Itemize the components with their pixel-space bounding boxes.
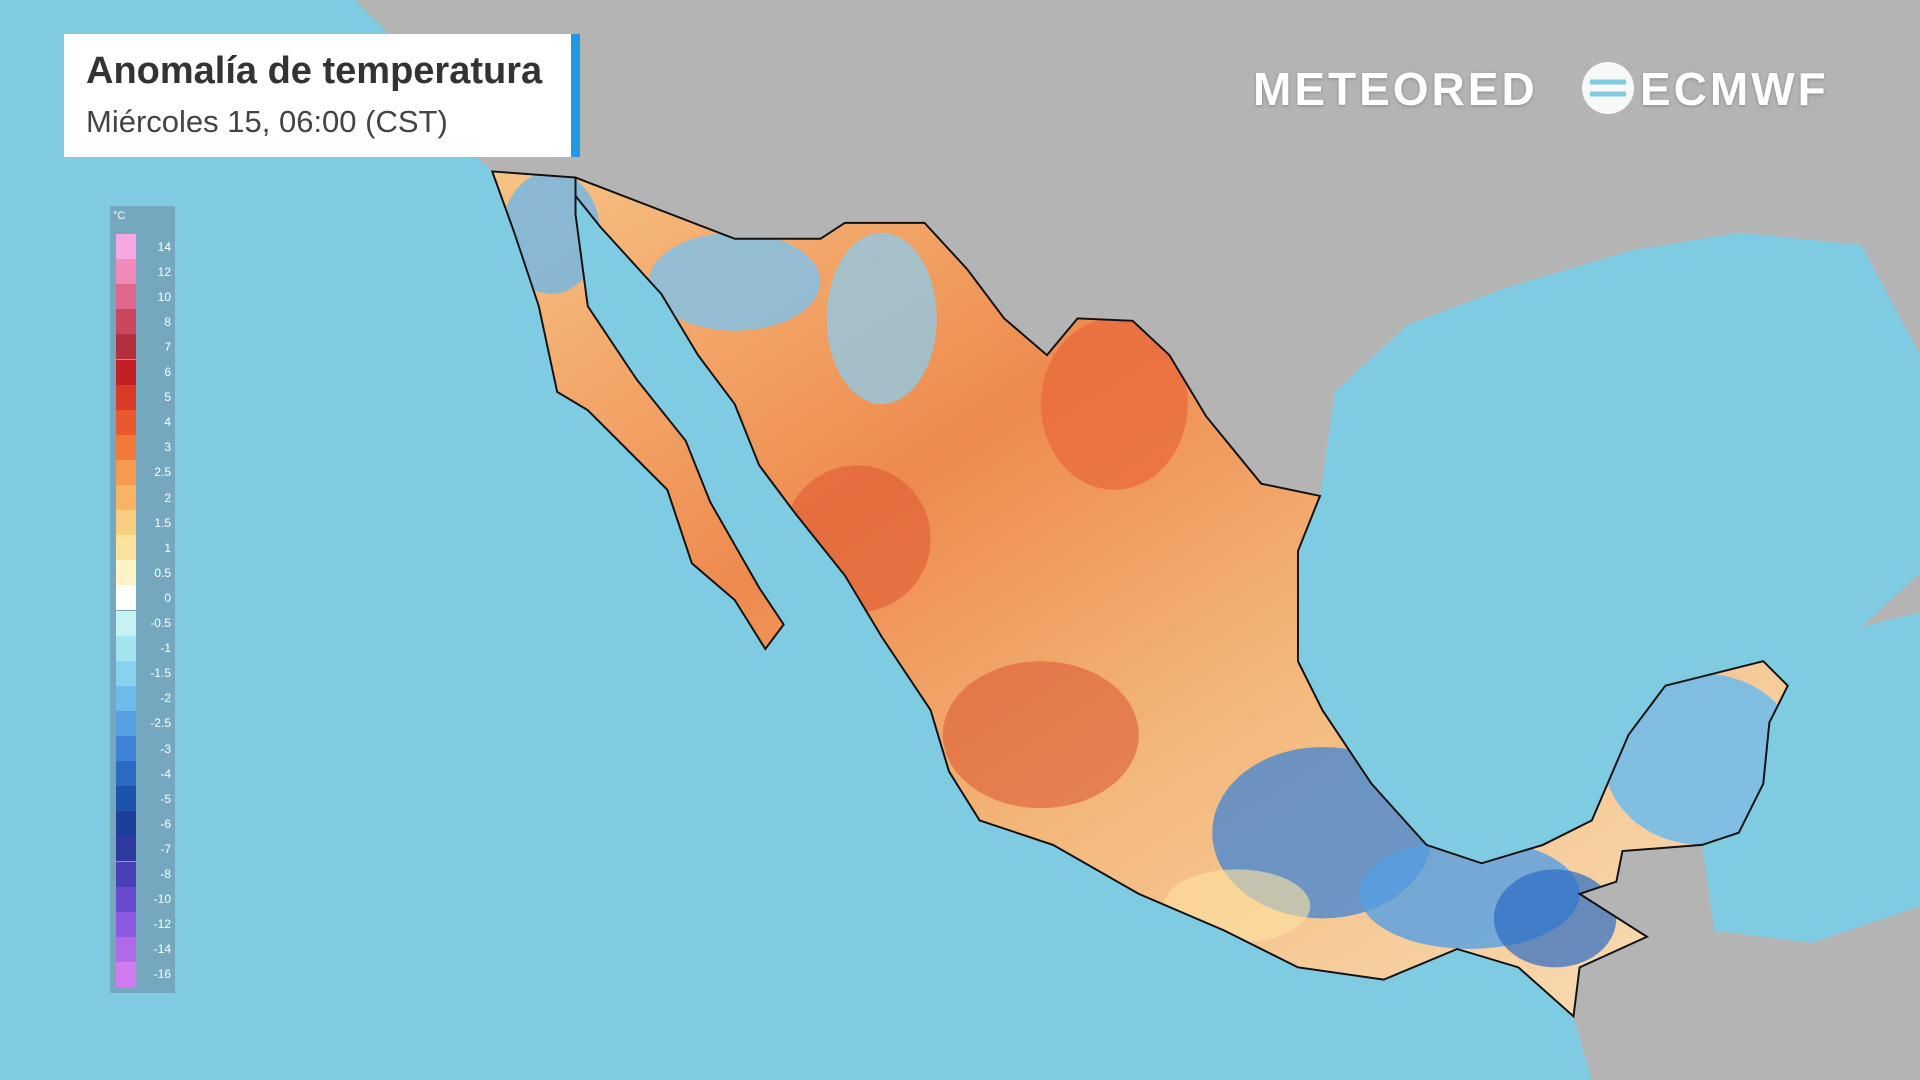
legend-swatch [116,936,136,962]
legend-swatch [116,284,136,310]
subtitle: Miércoles 15, 06:00 (CST) [86,104,448,139]
legend-unit: °C [113,210,126,222]
legend-label: -1 [160,641,171,656]
legend-label: 0 [164,590,171,605]
legend-label: 4 [164,415,171,430]
legend-swatch [116,761,136,787]
legend-swatch [116,535,136,561]
legend-swatch [116,836,136,862]
legend-swatch [116,359,136,385]
legend-label: 14 [157,239,171,254]
legend-label: -2 [160,691,171,706]
legend-swatch [116,786,136,812]
land-island [1861,573,1920,627]
legend-label: 0.5 [154,565,171,580]
legend-label: 8 [164,314,171,329]
legend-swatch [116,259,136,285]
legend-label: -1.5 [150,666,171,681]
legend-label: -8 [160,867,171,882]
legend-label: -5 [160,791,171,806]
legend-swatch [116,409,136,435]
legend-label: 3 [164,440,171,455]
legend-label: -2.5 [150,716,171,731]
legend-label: 1 [164,540,171,555]
title-box: Anomalía de temperatura Miércoles 15, 06… [64,34,580,157]
legend-label: -10 [153,892,171,907]
legend-swatch [116,234,136,260]
legend: °C 14 12 10 8 7 6 5 4 3 2.5 2 1.5 1 0.5 0 -0.5 -1 -1.5 -2 -2… [110,206,175,993]
legend-swatch [116,886,136,912]
land-north [355,0,1920,496]
legend-label: -3 [160,741,171,756]
legend-swatch [116,459,136,485]
legend-swatch [116,635,136,661]
legend-label: -0.5 [150,616,171,631]
legend-label: -4 [160,766,171,781]
legend-label: -7 [160,841,171,856]
legend-swatch [116,710,136,736]
legend-label: 10 [157,289,171,304]
legend-label: 5 [164,390,171,405]
title: Anomalía de temperatura [86,50,543,92]
legend-swatch [116,585,136,611]
legend-swatch [116,384,136,410]
legend-swatch [116,485,136,511]
legend-label: -16 [153,967,171,982]
legend-label: 1.5 [154,515,171,530]
legend-swatch [116,811,136,837]
legend-label: 12 [157,264,171,279]
brand-logo: ECMWF [1640,63,1829,115]
legend-swatch [116,510,136,536]
legend-swatch [116,911,136,937]
legend-swatch [116,434,136,460]
legend-label: 2 [164,490,171,505]
legend-label: 6 [164,365,171,380]
legend-label: 2.5 [154,465,171,480]
legend-swatch [116,610,136,636]
legend-swatch [116,861,136,887]
legend-label: -6 [160,816,171,831]
legend-swatch [116,309,136,335]
legend-swatch [116,685,136,711]
legend-swatch [116,961,136,987]
legend-swatch [116,334,136,360]
legend-swatch [116,560,136,586]
legend-label: 7 [164,339,171,354]
legend-label: -14 [153,942,171,957]
legend-swatch [116,736,136,762]
legend-label: -12 [153,917,171,932]
brand-logo: METEORED [1253,63,1538,115]
legend-swatch [116,660,136,686]
